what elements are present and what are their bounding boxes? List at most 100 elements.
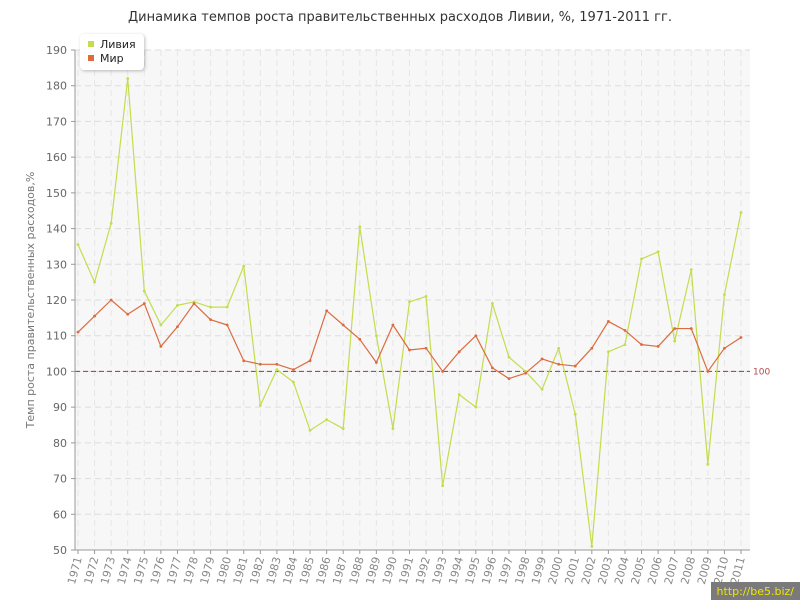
data-point-1 [176,325,179,329]
data-point-0 [623,343,627,347]
data-point-1 [573,364,577,368]
data-point-1 [424,346,428,350]
x-tick-labels: 1971197219731974197519761977197819791980… [65,555,748,585]
legend[interactable]: Ливия Мир [80,34,144,70]
data-point-0 [723,293,726,297]
data-point-0 [76,243,80,247]
data-point-1 [258,362,262,366]
data-point-0 [93,280,96,284]
data-point-1 [656,345,660,348]
data-point-1 [142,302,146,305]
data-point-0 [159,323,163,327]
data-point-1 [275,362,279,366]
y-tick-label: 70 [53,473,67,486]
data-point-0 [109,221,113,225]
data-point-1 [640,343,643,347]
data-point-0 [408,300,411,304]
data-point-1 [76,330,80,334]
data-point-0 [673,339,677,343]
data-point-1 [706,370,710,373]
data-point-1 [723,346,726,350]
y-tick-label: 80 [53,437,67,450]
data-point-1 [325,309,329,313]
data-point-1 [225,323,229,327]
data-point-1 [209,318,213,322]
data-point-0 [391,427,395,430]
chart-title: Динамика темпов роста правительственных … [128,10,672,25]
data-point-0 [474,405,478,409]
legend-label-world: Мир [100,51,124,65]
legend-item-libya[interactable]: Ливия [88,37,136,51]
data-point-0 [490,302,494,305]
data-point-0 [689,268,693,272]
y-tick-label: 130 [46,258,67,271]
legend-label-libya: Ливия [100,37,136,51]
y-tick-label: 140 [46,223,67,236]
data-point-0 [706,462,710,466]
data-point-1 [292,368,295,372]
data-point-0 [242,264,246,268]
data-point-1 [341,323,345,327]
y-tick-label: 170 [46,115,67,128]
data-point-1 [242,359,246,363]
data-point-1 [358,337,362,341]
legend-swatch-icon [88,55,94,61]
data-point-1 [391,323,395,327]
data-point-1 [673,327,677,330]
data-point-1 [159,345,163,348]
data-point-0 [258,403,262,407]
data-point-0 [358,225,362,229]
data-point-0 [126,77,130,80]
vertical-gridlines [77,50,742,550]
data-point-1 [540,357,544,361]
y-tick-label: 150 [46,187,67,200]
data-point-0 [640,257,643,261]
data-point-0 [607,350,610,354]
data-point-0 [325,418,329,422]
data-point-1 [590,346,594,350]
data-point-1 [457,350,461,354]
y-tick-label: 180 [46,80,67,93]
series-lines [76,77,743,548]
y-tick-label: 90 [53,401,67,414]
axes [71,49,750,554]
data-point-0 [374,334,378,338]
data-point-0 [457,393,461,397]
data-point-1 [689,327,693,330]
data-point-0 [275,368,279,372]
data-point-1 [524,371,527,375]
data-point-1 [607,320,610,323]
data-point-1 [374,361,378,364]
data-point-0 [441,484,445,488]
data-point-1 [308,359,312,363]
legend-item-world[interactable]: Мир [88,51,136,65]
data-point-0 [557,346,561,350]
data-point-1 [490,366,494,370]
data-point-0 [507,355,511,359]
reference-line-label: 100 [753,367,770,377]
y-tick-label: 120 [46,294,67,307]
y-tick-label: 50 [53,544,67,557]
data-point-0 [424,295,428,298]
y-axis-title: Темп роста правительственных расходов,% [24,172,37,430]
data-point-0 [656,250,660,254]
data-point-0 [540,387,544,391]
data-point-0 [739,211,743,214]
data-point-1 [109,298,113,302]
y-tick-label: 160 [46,151,67,164]
data-point-1 [192,302,196,305]
data-point-1 [126,312,130,316]
data-point-1 [557,362,561,366]
y-tick-label: 60 [53,508,67,521]
data-point-1 [474,334,478,338]
data-point-0 [142,289,146,293]
data-point-0 [209,305,213,309]
data-point-0 [341,427,345,430]
data-point-0 [292,380,295,384]
reference-line-group: 100 [75,367,770,377]
data-point-0 [225,305,229,309]
watermark-link[interactable]: http://be5.biz/ [710,582,800,600]
data-point-0 [573,412,577,416]
data-point-1 [739,336,743,339]
